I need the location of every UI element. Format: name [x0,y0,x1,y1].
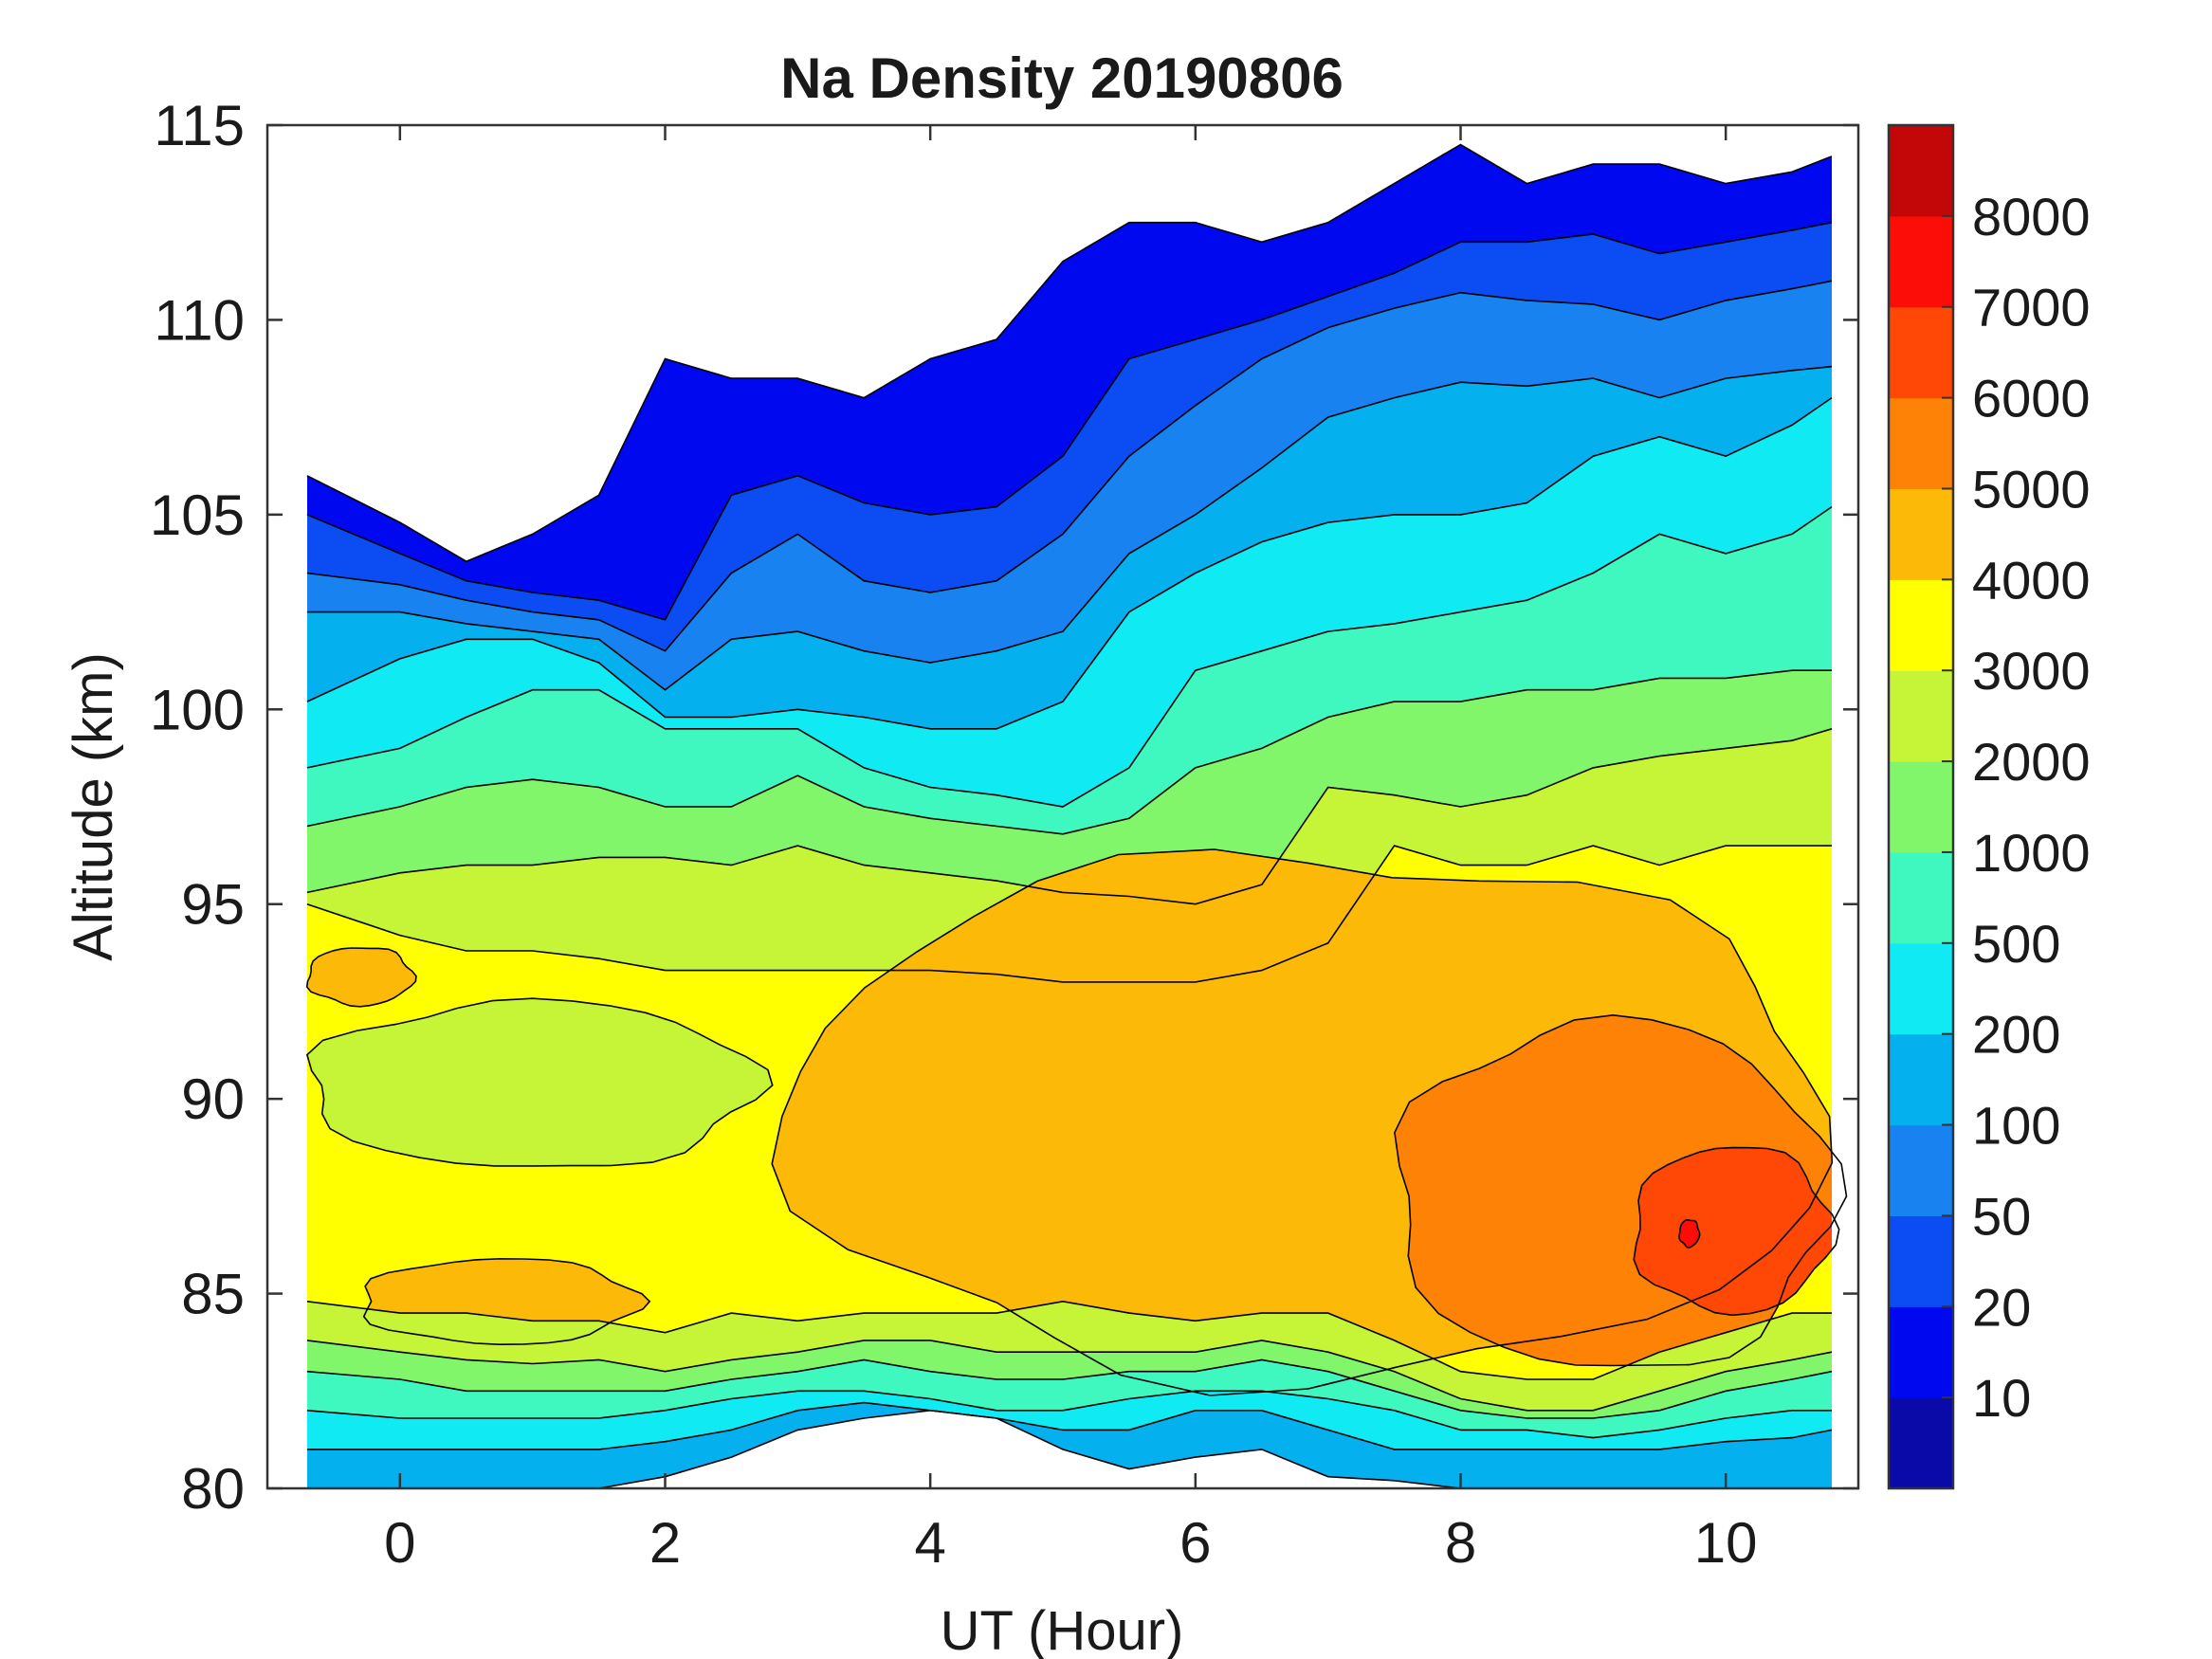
contour-line [306,505,1833,808]
contour-line [306,1300,1832,1380]
contour-region [1679,1219,1700,1248]
x-tick-label: 2 [649,1511,681,1575]
contour-line-layer [305,143,1848,1488]
no-data-right [1832,125,1858,1488]
x-tick-label: 0 [384,1511,415,1575]
x-tick-label: 6 [1179,1511,1211,1575]
contour-region-line [771,848,1834,1396]
contour-region [1634,1147,1839,1316]
y-tick-label: 105 [150,483,245,547]
no-data-region [598,1410,1461,1488]
colorbar-swatch [1889,1397,1953,1489]
contour-fill-layer [267,125,1858,1488]
colorbar-tick-label: 2000 [1972,732,2091,792]
contour-line [306,280,1833,652]
chart-title: Na Density 20190806 [780,46,1344,110]
colorbar-swatch [1889,851,1953,944]
contour-line [306,221,1833,621]
colorbar-tick-label: 8000 [1972,187,2091,246]
contour-region-line [1394,1013,1848,1367]
contour-region [306,948,416,1007]
contour-line [306,396,1833,730]
contour-line [306,143,1833,563]
colorbar-swatch [1889,670,1953,762]
contour-region-line [362,1257,651,1346]
contour-line [306,1401,1833,1450]
contour-region-line [305,997,774,1167]
y-axis-label: Altitude (km) [63,652,124,961]
contour-line [598,1409,1461,1488]
plot-frame [265,123,1860,1490]
contour-line [306,1390,1832,1439]
colorbar-tick-label: 6000 [1972,369,2091,428]
colorbar-tick-label: 5000 [1972,459,2091,519]
contour-region-line [1678,1218,1701,1249]
y-tick-label: 115 [154,94,245,157]
colorbar-swatch [1889,397,1953,490]
y-tick-label: 100 [150,678,245,741]
colorbar-tick-label: 3000 [1972,641,2091,701]
colorbar-swatch [1889,306,1953,399]
y-tick-label: 85 [181,1263,245,1326]
colorbar-swatch [1889,579,1953,671]
colorbar-tick-label: 100 [1972,1096,2060,1156]
contour-line [306,1358,1833,1419]
x-tick-label: 4 [914,1511,945,1575]
y-tick-label: 90 [181,1067,245,1131]
colorbar-frame [1887,123,1955,1490]
colorbar-swatch [1889,488,1953,580]
x-axis-label: UT (Hour) [941,1600,1184,1659]
colorbar-tick-label: 7000 [1972,278,2091,337]
colorbar-tick-label: 200 [1972,1005,2060,1065]
colorbar: 10 20 50 100 200 500 1000 2000 3000 4000 5000 6000 7… [1887,123,2091,1490]
colorbar-tick-label: 50 [1972,1186,2031,1246]
colorbar-tick-label: 4000 [1972,550,2091,610]
contour-line [306,365,1833,691]
contour-line [306,728,1833,905]
contour-line [306,845,1832,983]
colorbar-swatch [1889,942,1953,1035]
colorbar-tick-label: 1000 [1972,823,2091,883]
colorbar-swatch [1889,215,1953,308]
contour-region-line [305,947,417,1008]
contour-line [306,1340,1833,1412]
colorbar-swatch [1889,125,1953,217]
colorbar-tick-label: 500 [1972,914,2060,974]
y-tick-label: 110 [154,288,245,352]
colorbar-swatch [1889,1306,1953,1398]
y-tick-label: 95 [181,873,245,937]
y-axis: 80 85 90 95 100 105 110 115 [150,94,1858,1521]
colorbar-swatch [1889,1033,1953,1126]
colorbar-swatch [1889,761,1953,853]
colorbar-tick-label: 10 [1972,1368,2031,1428]
x-tick-label: 10 [1694,1511,1758,1575]
contour-line [306,669,1832,835]
contour-region [306,998,773,1166]
contour-fill-band [306,1402,1832,1488]
contour-region-line [1633,1146,1840,1317]
colorbar-tick-label: 20 [1972,1277,2031,1337]
x-axis: 0 2 4 6 8 10 [384,125,1758,1575]
y-tick-label: 80 [181,1457,245,1521]
colorbar-swatch [1889,1215,1953,1307]
colorbar-swatch [1889,1124,1953,1216]
no-data-left [267,125,307,1488]
x-tick-label: 8 [1445,1511,1476,1575]
